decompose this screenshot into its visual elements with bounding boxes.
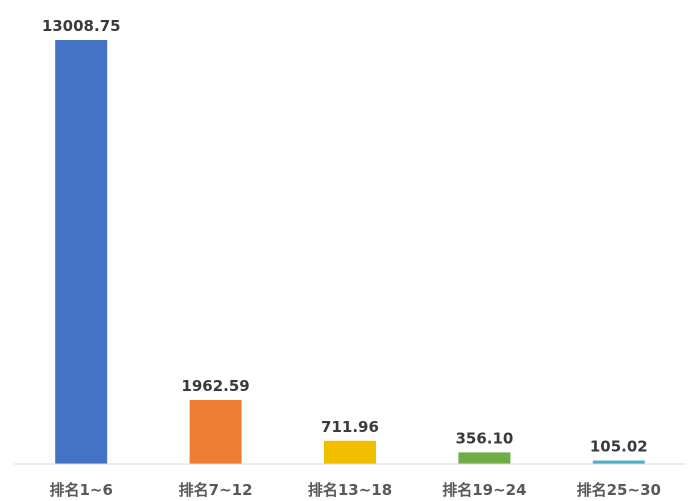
bar-3 [324, 440, 376, 464]
data-label-2: 1962.59 [181, 377, 249, 395]
data-label-4: 356.10 [455, 429, 513, 447]
x-tick-label-2: 排名7~12 [179, 481, 253, 499]
bar-1 [55, 40, 108, 464]
x-tick-label-5: 排名25~30 [577, 481, 661, 499]
x-tick-label-1: 排名1~6 [49, 481, 112, 499]
bar-2 [189, 400, 242, 464]
bar-5 [592, 460, 645, 464]
data-label-1: 13008.75 [42, 17, 121, 35]
data-label-3: 711.96 [321, 418, 379, 436]
x-tick-labels-layer: 排名1~6 排名7~12 排名13~18 排名19~24 排名25~30 [49, 481, 660, 499]
data-label-5: 105.02 [590, 438, 648, 456]
data-labels-layer: 13008.75 1962.59 711.96 356.10 105.02 [42, 17, 648, 456]
bar-4 [458, 452, 511, 464]
x-tick-label-3: 排名13~18 [308, 481, 392, 499]
bars-layer [55, 40, 645, 464]
x-tick-label-4: 排名19~24 [442, 481, 526, 499]
